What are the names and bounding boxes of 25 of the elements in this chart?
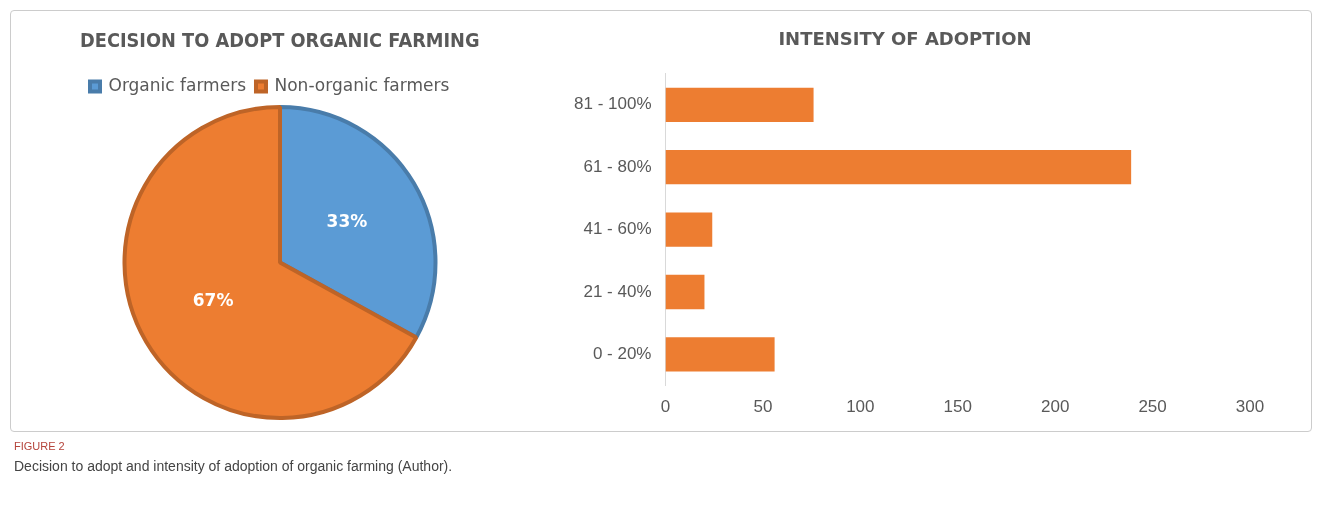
legend-label: Non-organic farmers <box>274 74 450 95</box>
chart-title: DECISION TO ADOPT ORGANIC FARMING <box>80 28 480 52</box>
x-tick-label: 150 <box>943 397 972 417</box>
y-tick-label: 0 - 20% <box>592 344 652 364</box>
x-tick-label: 200 <box>1040 397 1070 417</box>
caption: FIGURE 2 <box>14 440 66 452</box>
text: Decision to adopt and intensity of adoption of organic farming (Author). <box>14 458 454 474</box>
y-tick-label: 41 - 60% <box>583 219 652 239</box>
bar <box>665 212 713 247</box>
bar <box>665 150 1132 185</box>
x-tick-label: 100 <box>846 397 875 417</box>
data-label: 33% <box>326 211 368 232</box>
bar <box>665 87 814 122</box>
x-tick-label: 250 <box>1138 397 1167 417</box>
x-tick-label: 0 <box>660 397 671 417</box>
chart-title: INTENSITY OF ADOPTION <box>778 28 1032 50</box>
y-tick-label: 21 - 40% <box>583 281 652 301</box>
bar <box>665 274 705 310</box>
data-label: 67% <box>192 290 234 311</box>
x-tick-label: 300 <box>1235 397 1265 417</box>
y-tick-label: 61 - 80% <box>583 156 652 176</box>
legend-label: Organic farmers <box>108 74 247 95</box>
x-tick-label: 50 <box>753 397 773 417</box>
y-tick-label: 81 - 100% <box>574 94 652 114</box>
bar <box>665 337 775 372</box>
